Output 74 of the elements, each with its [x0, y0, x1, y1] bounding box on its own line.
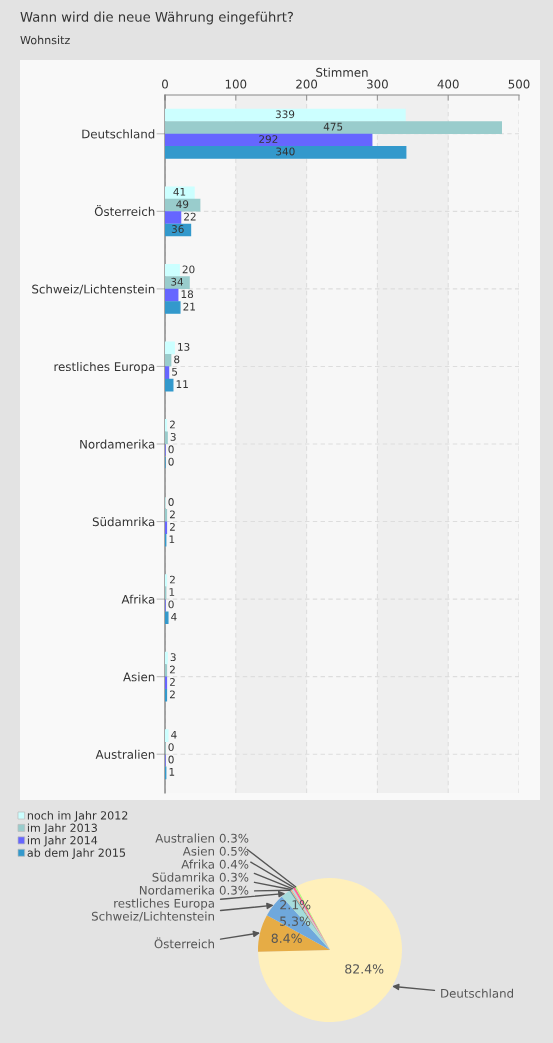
y-tick-label: Schweiz/Lichtenstein	[32, 284, 155, 295]
data-label: 22	[184, 212, 196, 221]
slice-label: Asien	[182, 846, 214, 856]
data-label: 8.4%	[271, 933, 302, 944]
legend-label: im Jahr 2014	[27, 835, 98, 847]
data-label: 2	[169, 678, 175, 686]
data-label: 8	[174, 355, 180, 364]
data-label: 0	[168, 457, 174, 466]
legend-label: noch im Jahr 2012	[27, 811, 128, 822]
data-label: 20	[182, 265, 195, 274]
data-label: 4	[171, 730, 177, 739]
legend-label: im Jahr 2013	[27, 823, 97, 835]
data-label: 34	[171, 277, 184, 286]
data-label: 0.4%	[219, 859, 249, 869]
slice-label: restliches Europa	[114, 898, 214, 910]
data-label: 0	[168, 498, 174, 506]
data-label: 292	[259, 135, 278, 143]
data-label: 2	[169, 510, 175, 519]
y-tick-label: Deutschland	[82, 129, 155, 139]
data-label: 0.3%	[219, 885, 249, 895]
chart-title: Wann wird die neue Währung eingeführt?	[20, 11, 293, 25]
y-tick-label: Südamrika	[92, 517, 155, 527]
data-label: 0.3%	[219, 833, 249, 843]
slice-label: Südamrika	[152, 872, 214, 882]
data-label: 0.3%	[219, 872, 249, 882]
data-label: 2	[169, 575, 175, 584]
data-label: 18	[181, 290, 194, 299]
x-tick-label: 200	[296, 79, 318, 89]
data-label: 0	[168, 600, 174, 609]
x-tick-label: 300	[367, 79, 388, 89]
slice-label: Österreich	[154, 937, 214, 949]
data-label: 475	[323, 122, 343, 131]
data-label: 2	[169, 665, 175, 674]
text: Wohnsitz	[20, 35, 70, 45]
y-tick-label: Österreich	[94, 205, 155, 216]
data-label: 13	[178, 342, 190, 351]
y-tick-label: Afrika	[121, 594, 155, 604]
y-tick-label: Asien	[123, 672, 155, 682]
data-label: 1	[169, 588, 175, 596]
data-label: 11	[176, 380, 188, 388]
data-label: 3	[170, 432, 176, 441]
y-tick-label: Nordamerika	[80, 439, 155, 449]
slice-label: Nordamerika	[139, 885, 214, 895]
y-tick-label: Australien	[95, 749, 155, 759]
data-label: 49	[176, 200, 189, 209]
slice-label: Australien	[155, 833, 214, 843]
data-label: 2	[169, 522, 175, 531]
slice-label: Deutschland	[441, 988, 514, 998]
data-label: 3	[170, 653, 176, 662]
data-label: 0	[168, 755, 174, 764]
data-label: 339	[275, 110, 295, 119]
data-label: 21	[183, 302, 195, 311]
data-label: 0.5%	[219, 846, 249, 856]
y-tick-label: restliches Europa	[54, 361, 155, 374]
data-label: 36	[171, 225, 184, 233]
data-label: 5.3%	[280, 916, 311, 926]
data-label: 340	[276, 147, 295, 156]
data-label: 2	[169, 690, 175, 699]
data-label: 1	[169, 768, 175, 776]
data-label: 4	[171, 613, 177, 621]
data-label: 82.4%	[345, 964, 384, 974]
legend-label: ab dem Jahr 2015	[27, 848, 126, 859]
data-label: 41	[173, 188, 186, 196]
data-label: 5	[172, 367, 178, 376]
data-label: 0	[168, 743, 174, 752]
x-tick-label: 100	[225, 79, 247, 89]
x-tick-label: 400	[437, 79, 459, 89]
x-tick-label: 0	[162, 79, 168, 89]
data-label: 0	[168, 445, 174, 454]
x-axis-title: Stimmen	[316, 67, 368, 77]
x-tick-label: 500	[508, 79, 530, 89]
slice-label: Afrika	[181, 859, 214, 869]
data-label: 1	[169, 535, 175, 544]
data-label: 2	[169, 420, 175, 429]
